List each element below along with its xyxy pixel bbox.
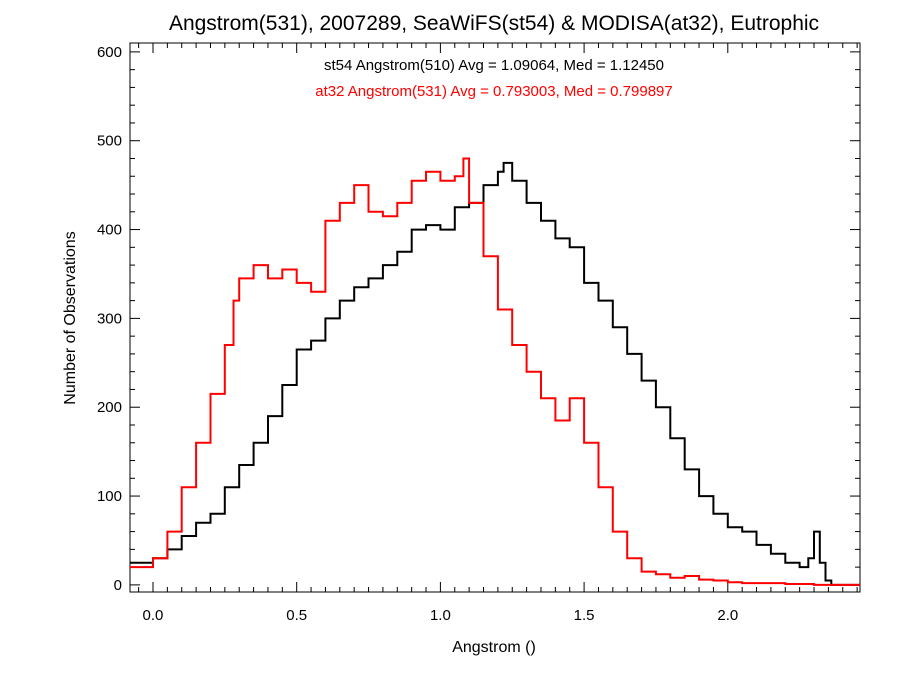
x-tick-label: 2.0 [717,607,738,624]
chart-title: Angstrom(531), 2007289, SeaWiFS(st54) & … [169,12,819,35]
y-axis-label: Number of Observations [62,231,79,404]
axis-ticks [130,43,860,592]
plot-border [129,42,861,593]
x-tick-label: 1.0 [430,607,451,624]
y-tick-label: 300 [97,310,122,327]
series-group [130,157,860,586]
y-tick-label: 0 [114,577,122,594]
y-tick-label: 500 [97,133,122,150]
annotation-st54: st54 Angstrom(510) Avg = 1.09064, Med = … [324,57,664,74]
y-tick-label: 400 [97,222,122,239]
y-tick-label: 100 [97,488,122,505]
series-line-1 [130,157,860,586]
y-tick-label: 600 [97,44,122,61]
x-tick-label: 0.0 [143,607,164,624]
x-tick-label: 1.5 [574,607,595,624]
series-line-0 [130,161,860,586]
y-tick-label: 200 [97,399,122,416]
x-tick-label: 0.5 [286,607,307,624]
x-axis-label: Angstrom () [452,639,536,656]
annotation-at32: at32 Angstrom(531) Avg = 0.793003, Med =… [315,83,673,100]
plot-frame [129,42,861,593]
axis-tick-labels: 0.0 0.5 1.0 1.5 2.0 0 100 200 300 400 500 600 [97,44,738,624]
